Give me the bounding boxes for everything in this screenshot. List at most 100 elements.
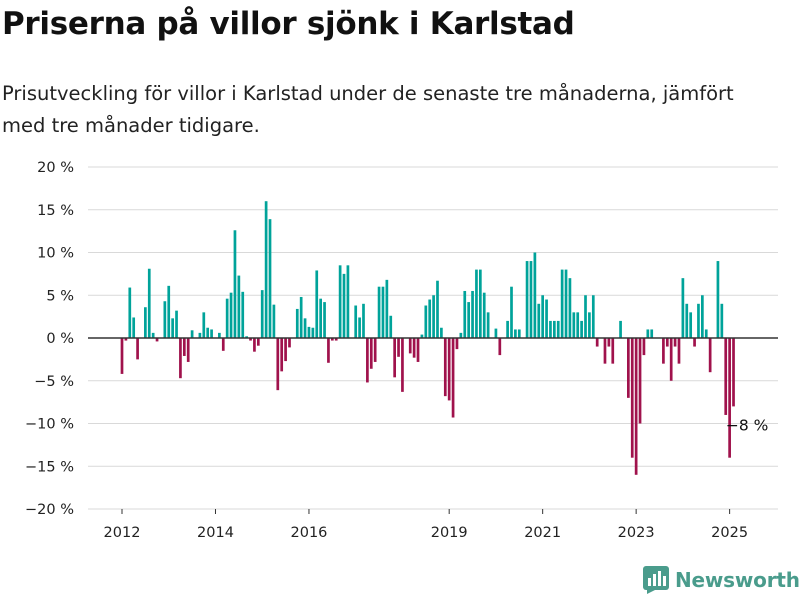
bar — [630, 338, 634, 458]
bar — [607, 338, 611, 347]
bar — [362, 303, 365, 338]
bar — [381, 286, 385, 338]
bar — [323, 302, 326, 338]
bar — [163, 301, 167, 338]
x-tick-label: 2012 — [104, 525, 141, 541]
bar — [307, 326, 311, 338]
x-tick-label: 2016 — [291, 525, 328, 541]
bar — [237, 275, 241, 338]
bar — [634, 338, 638, 475]
bar — [669, 338, 673, 381]
bar — [276, 338, 280, 391]
bar — [697, 303, 700, 338]
bar — [514, 329, 517, 338]
y-tick-label: 0 % — [46, 331, 74, 347]
bar — [338, 265, 342, 338]
bar — [556, 320, 560, 338]
bar — [171, 318, 174, 338]
y-tick-label: −5 % — [34, 374, 74, 390]
bar — [443, 338, 447, 397]
bar — [190, 330, 194, 338]
bar — [708, 338, 712, 373]
bar — [447, 338, 451, 401]
newsworthy-logo: Newsworthy — [643, 566, 800, 594]
bar — [260, 290, 264, 338]
bar — [533, 252, 537, 338]
bar — [455, 338, 459, 350]
bars — [120, 201, 735, 475]
x-tick-label: 2023 — [618, 525, 655, 541]
bar — [229, 292, 233, 338]
bar — [151, 332, 155, 338]
bar — [732, 338, 735, 407]
bar — [728, 338, 731, 458]
bar — [377, 286, 381, 338]
bar — [436, 280, 439, 338]
bar — [486, 312, 490, 338]
bar — [295, 308, 299, 338]
bar — [210, 329, 213, 338]
bar — [611, 338, 615, 364]
bar — [494, 328, 498, 338]
bar — [517, 329, 521, 338]
bar — [428, 299, 432, 338]
bar — [506, 320, 509, 338]
bar — [646, 329, 650, 338]
bar — [529, 261, 533, 338]
bar — [358, 317, 361, 338]
bar — [299, 296, 303, 338]
bar — [249, 338, 252, 341]
bar — [155, 338, 159, 342]
bar — [619, 320, 622, 338]
bar — [665, 338, 669, 347]
bar — [627, 338, 630, 398]
bar — [245, 336, 248, 338]
bar — [311, 327, 315, 338]
bar — [315, 270, 319, 338]
bar — [124, 338, 128, 341]
bar — [580, 320, 583, 338]
bar — [280, 338, 284, 372]
bar — [720, 303, 724, 338]
bar — [288, 338, 291, 348]
bar — [704, 329, 708, 338]
bar — [545, 299, 548, 338]
bar — [198, 332, 202, 338]
bar — [459, 332, 463, 338]
bar — [572, 312, 576, 338]
bar — [385, 279, 389, 338]
bar — [541, 295, 545, 338]
bar — [451, 338, 455, 418]
bar — [549, 320, 552, 338]
bar — [463, 290, 467, 338]
bar — [584, 295, 587, 338]
x-tick-label: 2025 — [711, 525, 748, 541]
bar — [408, 338, 412, 354]
bar — [303, 318, 307, 338]
bar — [253, 338, 256, 352]
bar — [272, 304, 276, 338]
bar — [202, 312, 206, 338]
y-axis-ticks: 20 % 15 % 10 % 5 % 0 % −5 % −10 % −15 % −20 % — [25, 160, 74, 518]
bar — [595, 338, 599, 347]
y-tick-label: −20 % — [25, 502, 74, 518]
bar — [128, 287, 132, 338]
bar — [369, 338, 373, 369]
bar — [373, 338, 377, 362]
bar — [132, 317, 136, 338]
bar — [397, 338, 400, 357]
annotations: −8 % — [726, 416, 769, 434]
bar — [662, 338, 665, 364]
bar — [186, 338, 190, 362]
bar — [284, 338, 287, 362]
bar — [724, 338, 728, 415]
bar — [482, 292, 486, 338]
bar — [120, 338, 124, 374]
newsworthy-logo-icon — [643, 566, 669, 594]
bar — [327, 338, 330, 363]
y-tick-label: 20 % — [37, 160, 74, 176]
bar — [478, 269, 482, 338]
bar — [591, 295, 595, 338]
bar — [673, 338, 677, 347]
bar — [144, 307, 147, 338]
